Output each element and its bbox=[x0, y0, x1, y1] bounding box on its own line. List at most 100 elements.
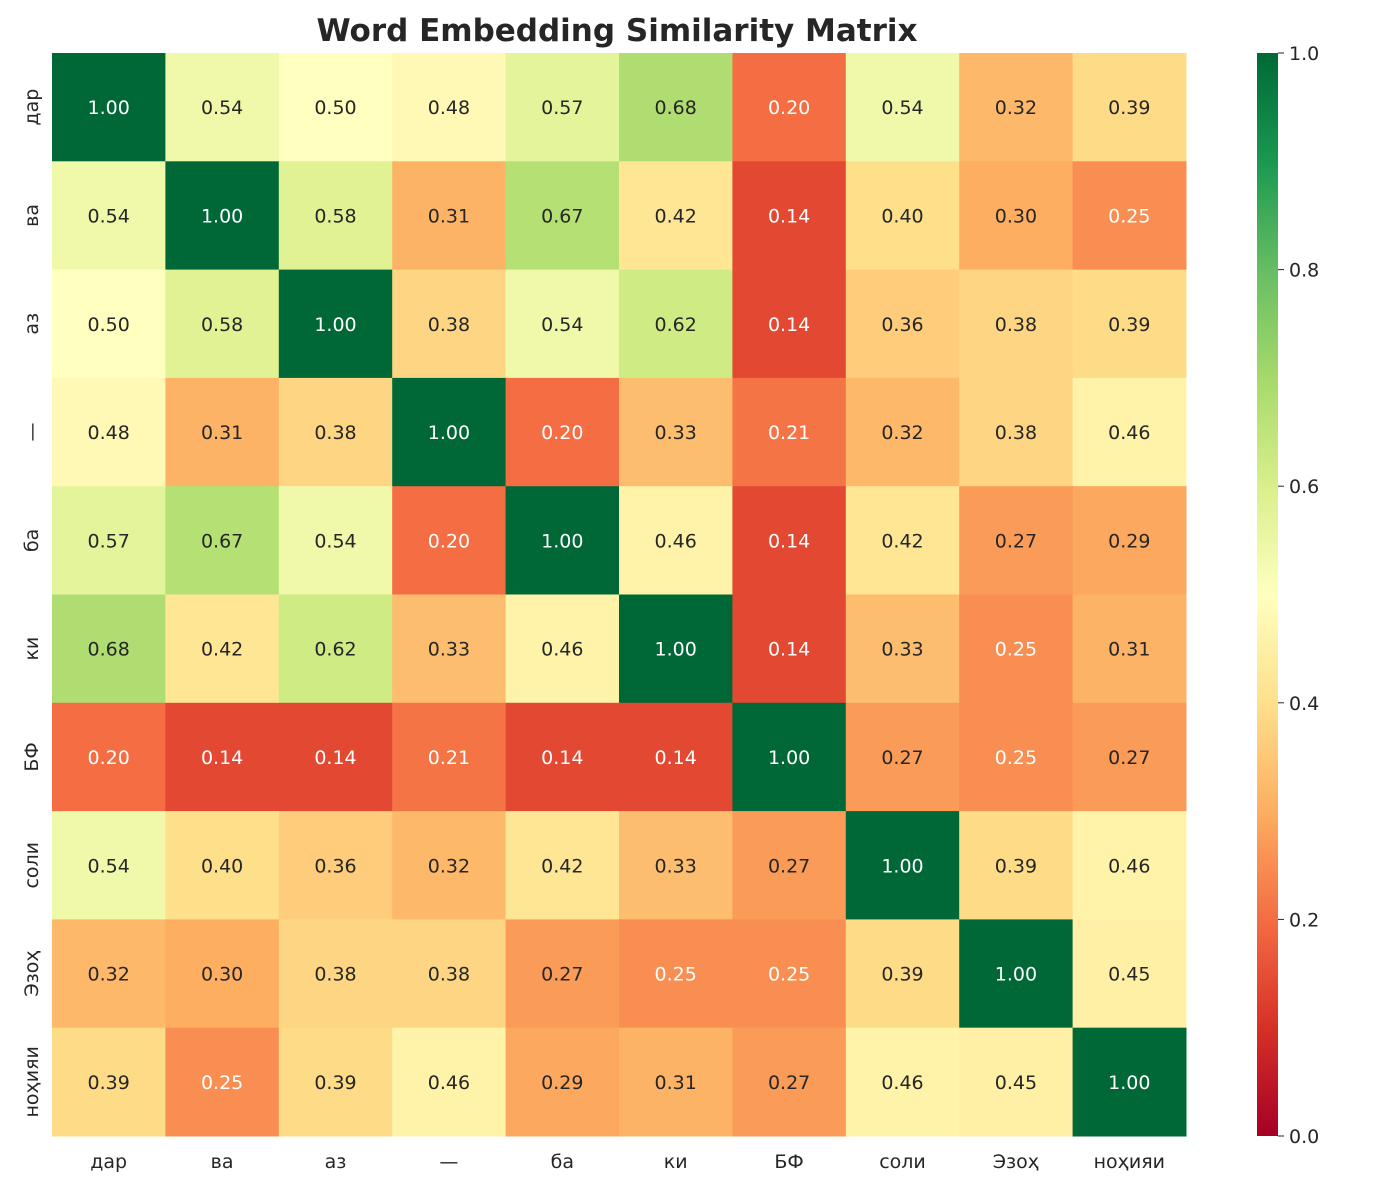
heatmap-cell bbox=[959, 702, 1074, 812]
heatmap-cell bbox=[959, 53, 1074, 162]
cell-value-label: 0.68 bbox=[655, 97, 697, 119]
cell-value-label: 0.48 bbox=[428, 97, 470, 119]
cell-value-label: 0.45 bbox=[1108, 964, 1150, 986]
heatmap-cell bbox=[392, 486, 507, 595]
heatmap-cell bbox=[845, 594, 960, 704]
cell-value-label: 0.30 bbox=[201, 964, 243, 986]
cell-value-label: 0.67 bbox=[201, 530, 243, 552]
heatmap-cell bbox=[1072, 811, 1187, 920]
cell-value-label: 0.42 bbox=[655, 205, 697, 227]
cell-value-label: 0.36 bbox=[881, 314, 923, 336]
heatmap-cell bbox=[959, 161, 1074, 271]
cell-value-label: 0.31 bbox=[655, 1072, 697, 1094]
heatmap-cell bbox=[732, 161, 847, 271]
heatmap-cell bbox=[845, 161, 960, 271]
heatmap-cell bbox=[619, 486, 733, 595]
cell-value-label: 0.68 bbox=[88, 639, 130, 661]
x-tick-label: ва bbox=[211, 1151, 234, 1173]
heatmap-cell bbox=[959, 1027, 1074, 1137]
heatmap-cell bbox=[278, 811, 393, 920]
cell-value-label: 0.62 bbox=[314, 639, 356, 661]
cell-value-label: 0.57 bbox=[541, 97, 583, 119]
cell-value-label: 0.54 bbox=[314, 530, 356, 552]
heatmap-cell bbox=[392, 269, 507, 379]
heatmap-cell bbox=[392, 702, 507, 812]
cell-value-label: 0.27 bbox=[768, 855, 810, 877]
cell-value-label: 0.20 bbox=[541, 422, 583, 444]
cell-value-label: 1.00 bbox=[768, 747, 810, 769]
heatmap-cell bbox=[52, 53, 166, 162]
y-tick-label: — bbox=[21, 423, 43, 442]
cell-value-label: 0.32 bbox=[88, 964, 130, 986]
cell-value-label: 0.25 bbox=[995, 747, 1037, 769]
cell-value-label: 0.29 bbox=[1108, 530, 1150, 552]
heatmap-cell bbox=[505, 486, 620, 595]
heatmap-cell bbox=[165, 269, 280, 379]
heatmap-cell bbox=[845, 53, 960, 162]
x-tick-label: ба bbox=[551, 1151, 574, 1173]
heatmap-cell bbox=[165, 377, 280, 487]
heatmap-cell bbox=[278, 702, 393, 812]
cell-value-label: 0.46 bbox=[1108, 422, 1150, 444]
heatmap-cell bbox=[845, 919, 960, 1029]
heatmap-cell bbox=[845, 269, 960, 379]
cell-value-label: 0.29 bbox=[541, 1072, 583, 1094]
cell-value-label: 1.00 bbox=[88, 97, 130, 119]
colorbar-tick-label: 0.0 bbox=[1289, 1126, 1319, 1148]
cell-value-label: 1.00 bbox=[541, 530, 583, 552]
heatmap-cell bbox=[165, 811, 280, 920]
cell-value-label: 0.67 bbox=[541, 205, 583, 227]
cell-value-label: 0.33 bbox=[655, 855, 697, 877]
cell-value-label: 0.32 bbox=[428, 855, 470, 877]
heatmap-cell bbox=[392, 919, 507, 1029]
heatmap-cell bbox=[619, 1027, 733, 1137]
cell-value-label: 0.46 bbox=[1108, 855, 1150, 877]
heatmap-cell bbox=[52, 919, 166, 1029]
heatmap-cell bbox=[392, 1027, 507, 1137]
heatmap-cell bbox=[732, 53, 847, 162]
heatmap-cell bbox=[619, 811, 733, 920]
y-tick-label: аз bbox=[21, 313, 43, 335]
cell-value-label: 0.33 bbox=[655, 422, 697, 444]
cell-value-label: 0.14 bbox=[201, 747, 243, 769]
heatmap-cell bbox=[732, 919, 847, 1029]
cell-value-label: 0.30 bbox=[995, 205, 1037, 227]
heatmap-cell bbox=[505, 269, 620, 379]
heatmap-cell bbox=[732, 486, 847, 595]
cell-value-label: 0.25 bbox=[1108, 205, 1150, 227]
heatmap-cell bbox=[505, 594, 620, 704]
heatmap-cell bbox=[52, 377, 166, 487]
y-tick-label: ки bbox=[21, 637, 43, 661]
heatmap-cell bbox=[732, 1027, 847, 1137]
cell-value-label: 0.40 bbox=[881, 205, 923, 227]
cell-value-label: 0.31 bbox=[1108, 639, 1150, 661]
heatmap-cell bbox=[278, 161, 393, 271]
heatmap-cell bbox=[165, 702, 280, 812]
cell-value-label: 0.48 bbox=[88, 422, 130, 444]
heatmap-cell bbox=[278, 377, 393, 487]
cell-value-label: 0.46 bbox=[655, 530, 697, 552]
heatmap-cell bbox=[505, 811, 620, 920]
y-tick-label: соли bbox=[21, 842, 43, 889]
cell-value-label: 0.33 bbox=[881, 639, 923, 661]
cell-value-label: 0.31 bbox=[201, 422, 243, 444]
cell-value-label: 0.58 bbox=[201, 314, 243, 336]
cell-value-label: 1.00 bbox=[201, 205, 243, 227]
heatmap-cell bbox=[959, 811, 1074, 920]
heatmap-cell bbox=[52, 161, 166, 271]
cell-value-label: 0.46 bbox=[541, 639, 583, 661]
heatmap-cell bbox=[505, 702, 620, 812]
cell-value-label: 0.20 bbox=[428, 530, 470, 552]
cell-value-label: 0.42 bbox=[541, 855, 583, 877]
cell-value-label: 0.14 bbox=[768, 639, 810, 661]
x-tick-label: ноҳияи bbox=[1094, 1151, 1165, 1173]
cell-value-label: 0.14 bbox=[768, 205, 810, 227]
cell-value-label: 0.14 bbox=[768, 530, 810, 552]
heatmap-cell bbox=[619, 377, 733, 487]
cell-value-label: 0.40 bbox=[201, 855, 243, 877]
cell-value-label: 1.00 bbox=[881, 855, 923, 877]
heatmap-cell bbox=[1072, 53, 1187, 162]
heatmap-cell bbox=[392, 377, 507, 487]
